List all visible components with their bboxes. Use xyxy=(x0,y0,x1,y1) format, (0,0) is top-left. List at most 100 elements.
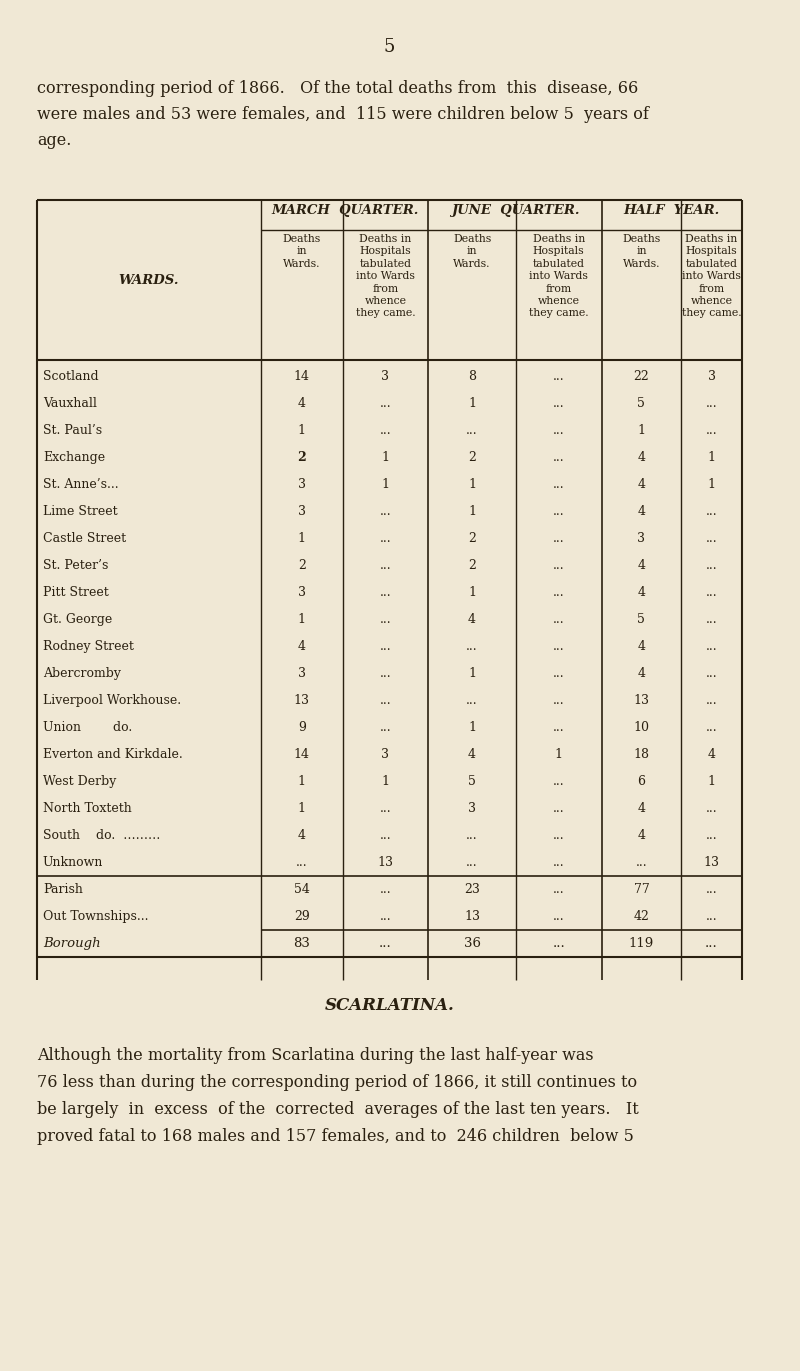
Text: 3: 3 xyxy=(382,749,390,761)
Text: 2: 2 xyxy=(298,451,306,463)
Text: 1: 1 xyxy=(298,802,306,814)
Text: ...: ... xyxy=(380,398,391,410)
Text: Union        do.: Union do. xyxy=(43,721,132,733)
Text: Everton and Kirkdale.: Everton and Kirkdale. xyxy=(43,749,182,761)
Text: ...: ... xyxy=(706,640,718,653)
Text: 1: 1 xyxy=(468,478,476,491)
Text: Borough: Borough xyxy=(43,936,101,950)
Text: HALF  YEAR.: HALF YEAR. xyxy=(623,204,720,217)
Text: ...: ... xyxy=(553,668,565,680)
Text: St. Peter’s: St. Peter’s xyxy=(43,559,108,572)
Text: 1: 1 xyxy=(707,451,715,463)
Text: 1: 1 xyxy=(468,668,476,680)
Text: 1: 1 xyxy=(298,613,306,627)
Text: ...: ... xyxy=(553,505,565,518)
Text: Scotland: Scotland xyxy=(43,370,98,383)
Text: Deaths
in
Wards.: Deaths in Wards. xyxy=(622,234,661,269)
Text: 4: 4 xyxy=(638,829,646,842)
Text: 3: 3 xyxy=(298,668,306,680)
Text: ...: ... xyxy=(706,910,718,923)
Text: 4: 4 xyxy=(298,829,306,842)
Text: 13: 13 xyxy=(634,694,650,707)
Text: 1: 1 xyxy=(707,775,715,788)
Text: were males and 53 were females, and  115 were children below 5  years of: were males and 53 were females, and 115 … xyxy=(37,106,649,123)
Text: ...: ... xyxy=(380,721,391,733)
Text: 13: 13 xyxy=(294,694,310,707)
Text: be largely  in  excess  of the  corrected  averages of the last ten years.   It: be largely in excess of the corrected av… xyxy=(37,1101,638,1117)
Text: 77: 77 xyxy=(634,883,650,897)
Text: 18: 18 xyxy=(634,749,650,761)
Text: ...: ... xyxy=(636,856,647,869)
Text: 1: 1 xyxy=(382,478,390,491)
Text: ...: ... xyxy=(706,532,718,546)
Text: 1: 1 xyxy=(707,478,715,491)
Text: ...: ... xyxy=(706,721,718,733)
Text: ...: ... xyxy=(380,505,391,518)
Text: ...: ... xyxy=(553,478,565,491)
Text: 2: 2 xyxy=(468,559,476,572)
Text: 22: 22 xyxy=(634,370,650,383)
Text: SCARLATINA.: SCARLATINA. xyxy=(325,997,454,1015)
Text: ...: ... xyxy=(706,668,718,680)
Text: 5: 5 xyxy=(638,613,646,627)
Text: ...: ... xyxy=(466,694,478,707)
Text: 14: 14 xyxy=(294,370,310,383)
Text: 9: 9 xyxy=(298,721,306,733)
Text: 4: 4 xyxy=(638,451,646,463)
Text: 14: 14 xyxy=(294,749,310,761)
Text: Lime Street: Lime Street xyxy=(43,505,118,518)
Text: ...: ... xyxy=(706,505,718,518)
Text: 10: 10 xyxy=(634,721,650,733)
Text: ...: ... xyxy=(553,398,565,410)
Text: Gt. George: Gt. George xyxy=(43,613,112,627)
Text: ...: ... xyxy=(379,936,392,950)
Text: 42: 42 xyxy=(634,910,650,923)
Text: ...: ... xyxy=(706,694,718,707)
Text: 4: 4 xyxy=(638,668,646,680)
Text: ...: ... xyxy=(380,829,391,842)
Text: 119: 119 xyxy=(629,936,654,950)
Text: 3: 3 xyxy=(638,532,646,546)
Text: ...: ... xyxy=(380,694,391,707)
Text: ...: ... xyxy=(553,829,565,842)
Text: 3: 3 xyxy=(468,802,476,814)
Text: ...: ... xyxy=(553,883,565,897)
Text: Although the mortality from Scarlatina during the last half-year was: Although the mortality from Scarlatina d… xyxy=(37,1047,594,1064)
Text: 1: 1 xyxy=(468,721,476,733)
Text: St. Anne’s...: St. Anne’s... xyxy=(43,478,118,491)
Text: ...: ... xyxy=(466,640,478,653)
Text: ...: ... xyxy=(553,910,565,923)
Text: 4: 4 xyxy=(638,559,646,572)
Text: 23: 23 xyxy=(464,883,480,897)
Text: Exchange: Exchange xyxy=(43,451,105,463)
Text: ...: ... xyxy=(553,451,565,463)
Text: 4: 4 xyxy=(638,585,646,599)
Text: 8: 8 xyxy=(468,370,476,383)
Text: 4: 4 xyxy=(638,505,646,518)
Text: Liverpool Workhouse.: Liverpool Workhouse. xyxy=(43,694,181,707)
Text: ...: ... xyxy=(553,802,565,814)
Text: ...: ... xyxy=(380,910,391,923)
Text: 1: 1 xyxy=(638,424,646,437)
Text: ...: ... xyxy=(553,559,565,572)
Text: ...: ... xyxy=(553,370,565,383)
Text: ...: ... xyxy=(380,640,391,653)
Text: 4: 4 xyxy=(638,478,646,491)
Text: 1: 1 xyxy=(468,505,476,518)
Text: ...: ... xyxy=(466,424,478,437)
Text: ...: ... xyxy=(706,829,718,842)
Text: 4: 4 xyxy=(468,749,476,761)
Text: South    do.  ………: South do. ……… xyxy=(43,829,160,842)
Text: Rodney Street: Rodney Street xyxy=(43,640,134,653)
Text: ...: ... xyxy=(706,613,718,627)
Text: ...: ... xyxy=(552,936,565,950)
Text: Deaths in
Hospitals
tabulated
into Wards
from
whence
they came.: Deaths in Hospitals tabulated into Wards… xyxy=(529,234,589,318)
Text: ...: ... xyxy=(706,802,718,814)
Text: 29: 29 xyxy=(294,910,310,923)
Text: 1: 1 xyxy=(298,532,306,546)
Text: ...: ... xyxy=(553,585,565,599)
Text: 5: 5 xyxy=(468,775,476,788)
Text: 4: 4 xyxy=(468,613,476,627)
Text: ...: ... xyxy=(553,424,565,437)
Text: ...: ... xyxy=(380,883,391,897)
